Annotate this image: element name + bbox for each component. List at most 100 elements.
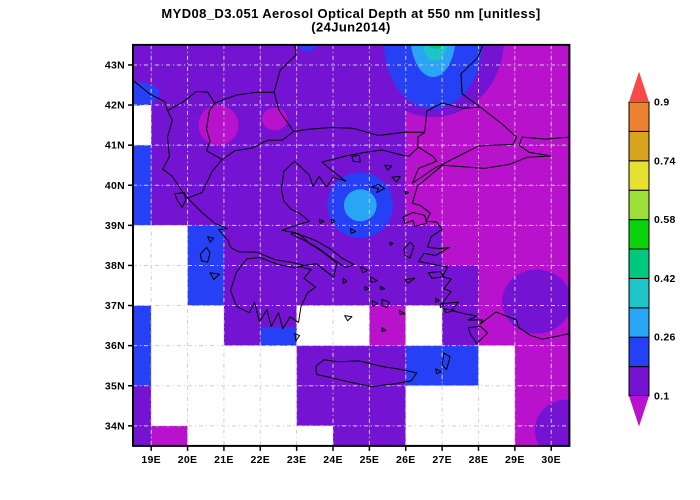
grid-cell xyxy=(187,44,224,65)
colorbar-label: 0.9 xyxy=(654,97,670,109)
grid-cell xyxy=(187,345,224,386)
grid-cell xyxy=(551,44,570,65)
grid-cell xyxy=(369,265,406,306)
grid-cell xyxy=(442,265,479,306)
coastline xyxy=(342,277,348,284)
coastline xyxy=(443,308,456,314)
grid-cell xyxy=(260,345,297,386)
y-tick-label: 38N xyxy=(105,260,125,272)
grid-cell xyxy=(187,145,224,186)
y-tick-label: 37N xyxy=(105,300,125,312)
grid-cell xyxy=(333,305,370,346)
coastline xyxy=(344,315,353,322)
grid-cell xyxy=(442,345,479,386)
grid-cell xyxy=(296,145,334,186)
x-tick-label: 27E xyxy=(432,454,452,466)
coastline xyxy=(133,44,518,330)
coastline xyxy=(290,232,355,268)
y-tick-label: 41N xyxy=(105,140,125,152)
coastline xyxy=(381,299,390,309)
grid-cell xyxy=(296,225,334,266)
coastline xyxy=(404,190,410,195)
grid-cell xyxy=(405,145,443,186)
coastlines-and-borders xyxy=(133,44,570,388)
grid-cell xyxy=(296,425,334,446)
grid-cell xyxy=(333,64,370,106)
country-border xyxy=(424,102,481,133)
grid-cell xyxy=(405,425,443,446)
grid-cell xyxy=(187,225,224,266)
latlon-gridlines xyxy=(133,44,570,446)
country-border xyxy=(417,131,425,148)
coastline xyxy=(384,164,393,171)
colorbar-below-min-arrow xyxy=(629,396,649,427)
grid-cell xyxy=(223,44,261,65)
grid-cell xyxy=(514,145,552,186)
coastline xyxy=(388,241,394,246)
coastline xyxy=(370,183,386,193)
contour-blob xyxy=(297,44,318,51)
grid-cell xyxy=(514,44,552,65)
colorbar-label: 0.1 xyxy=(654,391,670,403)
x-tick-label: 21E xyxy=(214,454,234,466)
colorbar-above-max-arrow xyxy=(629,71,649,102)
colorbar-label: 0.74 xyxy=(654,155,676,167)
grid-cell xyxy=(296,265,334,306)
x-tick-label: 20E xyxy=(178,454,198,466)
colorbar-label: 0.42 xyxy=(654,273,676,285)
latitude-axis: 34N 35N 36N 37N 38N 39N 40N 41N 42N 43N xyxy=(105,59,133,432)
grid-cell xyxy=(187,185,224,226)
coastline xyxy=(391,175,401,183)
coastline xyxy=(404,277,416,284)
colorbar-segment xyxy=(628,307,650,338)
contour-blob xyxy=(480,91,524,123)
grid-cell xyxy=(223,265,261,306)
coastline xyxy=(467,325,489,345)
grid-cell xyxy=(223,305,261,346)
contour-blob xyxy=(133,81,160,106)
grid-cell xyxy=(223,185,261,226)
grid-cell xyxy=(296,105,334,146)
colorbar-segment xyxy=(628,366,650,397)
coastline xyxy=(441,352,451,371)
contour-blob xyxy=(502,269,570,334)
coastline xyxy=(174,192,187,208)
contour-blob xyxy=(534,399,570,446)
grid-cell xyxy=(223,385,261,426)
colorbar-segment xyxy=(628,130,650,162)
grid-cell xyxy=(296,185,334,226)
grid-cell xyxy=(223,145,261,186)
grid-cell xyxy=(478,425,515,446)
coastline xyxy=(427,271,445,279)
map-plot-area xyxy=(133,44,570,446)
coastline xyxy=(359,265,369,274)
grid-cell xyxy=(405,345,443,386)
grid-cell xyxy=(514,185,552,226)
grid-cell xyxy=(514,64,552,106)
country-border xyxy=(167,90,223,199)
grid-cell xyxy=(551,225,570,266)
x-tick-label: 24E xyxy=(323,454,343,466)
grid-cell xyxy=(260,64,297,106)
grid-cell xyxy=(133,425,152,446)
grid-cell xyxy=(133,44,152,65)
grid-cell xyxy=(442,185,479,226)
grid-cell xyxy=(151,305,188,346)
x-tick-label: 28E xyxy=(469,454,489,466)
grid-cell xyxy=(442,225,479,266)
map-frame xyxy=(132,43,571,447)
y-tick-label: 40N xyxy=(105,180,125,192)
colorbar-segment xyxy=(628,101,650,132)
grid-cell xyxy=(223,425,261,446)
colorbar-segment xyxy=(628,160,650,191)
grid-cell xyxy=(551,105,570,146)
country-border xyxy=(273,92,295,132)
grid-cell xyxy=(223,64,261,106)
colorbar-segment xyxy=(628,277,650,309)
grid-cell xyxy=(187,385,224,426)
coastline xyxy=(398,309,406,315)
grid-cell xyxy=(296,385,334,426)
grid-cell xyxy=(151,185,188,226)
grid-cell xyxy=(369,105,406,146)
